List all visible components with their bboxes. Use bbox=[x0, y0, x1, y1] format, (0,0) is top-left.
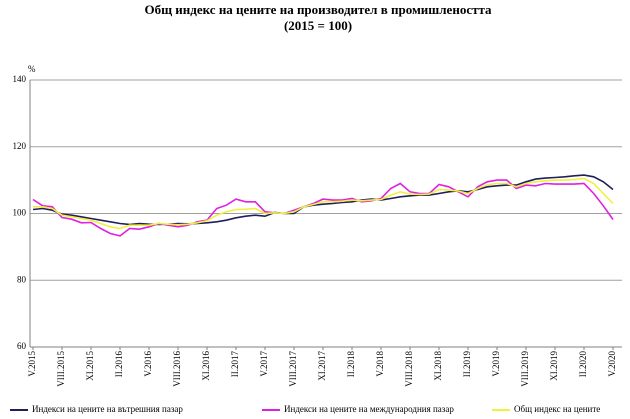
legend-label: Индекси на цените на международния пазар bbox=[284, 404, 454, 414]
x-tick-label: XI.2019 bbox=[549, 351, 559, 381]
series-line bbox=[32, 179, 614, 237]
x-tick-label: VIII.2015 bbox=[56, 351, 66, 387]
x-tick-label: XI.2015 bbox=[85, 351, 95, 381]
x-tick-label: XI.2018 bbox=[433, 351, 443, 381]
legend-label: Общ индекс на цените bbox=[514, 404, 600, 414]
legend-label: Индекси на цените на вътрешния пазар bbox=[32, 404, 183, 414]
chart-title: Общ индекс на цените на производител в п… bbox=[144, 2, 492, 17]
x-tick-label: II.2020 bbox=[578, 351, 588, 378]
chart-subtitle: (2015 = 100) bbox=[284, 18, 352, 33]
y-tick-label: 100 bbox=[13, 208, 27, 218]
y-axis-label: % bbox=[28, 64, 36, 74]
y-tick-label: 80 bbox=[17, 274, 27, 284]
x-tick-label: VIII.2019 bbox=[520, 351, 530, 387]
x-tick-label: VIII.2017 bbox=[288, 351, 298, 387]
x-tick-label: V.2019 bbox=[491, 351, 501, 377]
y-tick-label: 120 bbox=[13, 141, 27, 151]
x-tick-label: II.2018 bbox=[346, 351, 356, 378]
x-tick-label: II.2019 bbox=[462, 351, 472, 378]
series-line bbox=[33, 177, 614, 230]
x-tick-label: V.2015 bbox=[27, 351, 37, 377]
x-tick-label: VIII.2018 bbox=[404, 351, 414, 387]
x-tick-label: V.2016 bbox=[143, 351, 153, 377]
y-tick-label: 140 bbox=[13, 74, 27, 84]
x-tick-label: VIII.2016 bbox=[172, 351, 182, 387]
y-tick-label: 60 bbox=[17, 341, 27, 351]
x-tick-label: II.2017 bbox=[230, 351, 240, 378]
x-tick-label: XI.2016 bbox=[201, 351, 211, 381]
x-tick-label: V.2020 bbox=[607, 351, 617, 377]
x-tick-label: II.2016 bbox=[114, 351, 124, 378]
x-tick-label: XI.2017 bbox=[317, 351, 327, 381]
x-tick-label: V.2018 bbox=[375, 351, 385, 377]
x-tick-label: V.2017 bbox=[259, 351, 269, 377]
